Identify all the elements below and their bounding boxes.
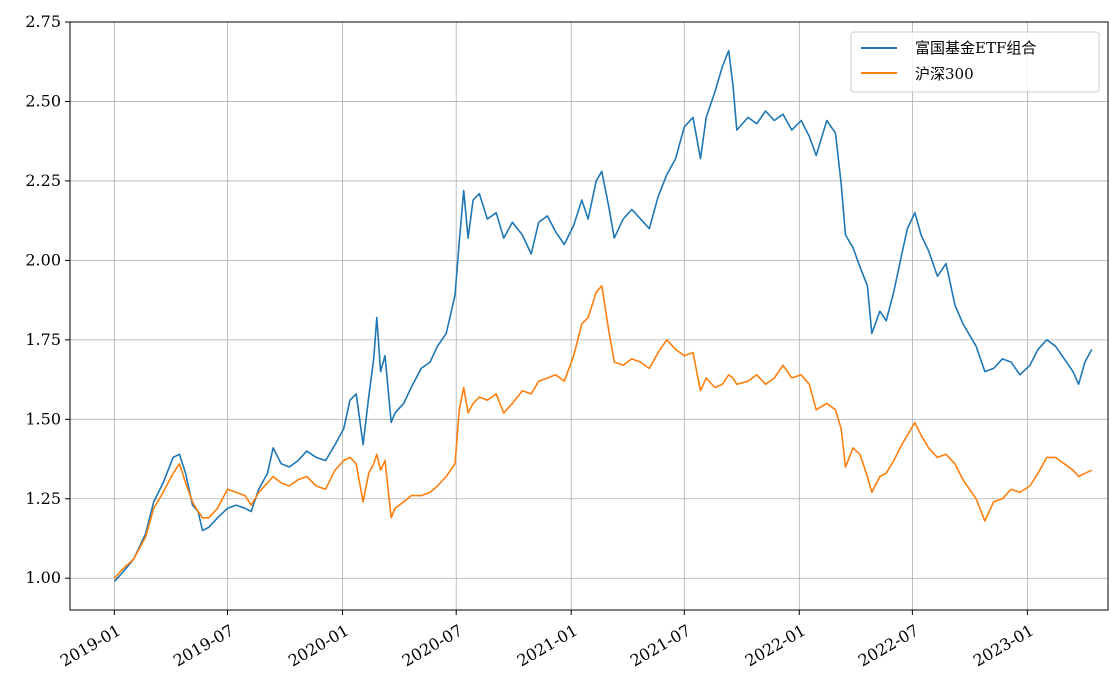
legend-box (850, 31, 1100, 93)
series-line-1 (113, 285, 1093, 579)
legend: 富国基金ETF组合 沪深300 (850, 31, 1100, 93)
y-tick-label: 2.75 (25, 12, 61, 31)
legend-label-series-1: 沪深300 (915, 65, 974, 83)
series-lines (113, 49, 1093, 582)
series-line-0 (113, 49, 1093, 582)
y-tick-label: 1.75 (25, 330, 61, 349)
y-tick-label: 1.50 (25, 409, 61, 428)
plot-frame (69, 21, 1109, 611)
y-tick-label: 1.00 (25, 568, 61, 587)
y-tick-label: 2.00 (25, 250, 61, 269)
y-tick-label: 1.25 (25, 489, 61, 508)
y-tick-label: 2.50 (25, 91, 61, 110)
y-tick-label: 2.25 (25, 171, 61, 190)
legend-label-series-0: 富国基金ETF组合 (915, 39, 1036, 57)
